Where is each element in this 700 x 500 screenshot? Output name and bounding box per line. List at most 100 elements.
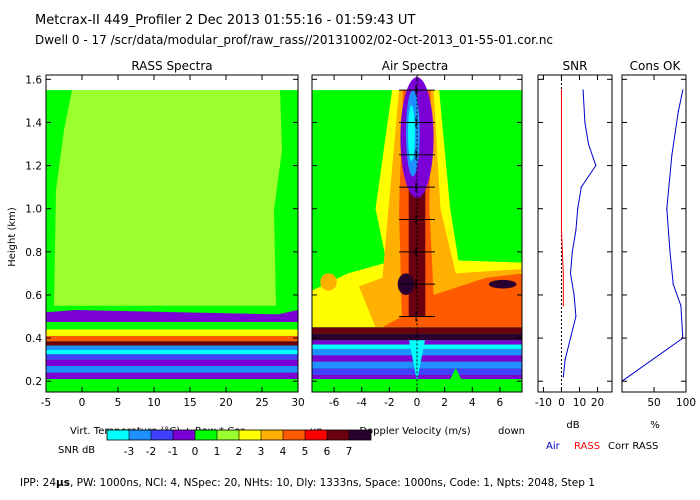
cons-x-axis-label: %	[650, 420, 660, 431]
air-spectra-title: Air Spectra	[382, 59, 449, 73]
air-xtick-label: 6	[497, 397, 504, 409]
rass-xtick-label: 15	[183, 397, 196, 409]
snr-point	[580, 186, 582, 188]
rass-contour-band	[46, 354, 298, 360]
colorbar-tick-label: -2	[146, 446, 156, 458]
y-axis-label: Height (km)	[7, 207, 18, 267]
snr-point	[577, 208, 579, 210]
colorbar-swatch	[283, 430, 305, 440]
rass-xtick-label: 20	[219, 397, 232, 409]
snr-point	[584, 121, 586, 124]
snr-point	[562, 376, 564, 378]
colorbar-swatch	[261, 430, 283, 440]
rass-xtick-label: 10	[147, 397, 160, 409]
air-contour-band	[312, 327, 522, 334]
colorbar-swatch	[151, 430, 173, 440]
snr-series-1	[561, 90, 564, 306]
snr-frame	[537, 74, 613, 393]
rass-xtick-label: -5	[41, 397, 51, 409]
colorbar-swatch	[349, 430, 371, 440]
colorbar-tick-label: -3	[124, 446, 134, 458]
snr-point	[560, 143, 563, 145]
rass-contour-band	[46, 341, 298, 346]
air-contour-orange	[358, 90, 522, 328]
rass-contour-band	[46, 349, 298, 355]
snr-xtick-label: 20	[591, 397, 604, 409]
colorbar-tick-label: 0	[192, 446, 199, 458]
y-tick-label: 0.6	[25, 290, 42, 302]
rass-spectra-title: RASS Spectra	[131, 59, 212, 73]
cons-xtick-label: 100	[676, 397, 696, 409]
colorbar-tick-label: 4	[280, 446, 287, 458]
air-contour-green-spike	[450, 368, 462, 380]
colorbar-label: SNR dB	[58, 445, 95, 456]
rass-xtick-label: 25	[255, 397, 268, 409]
snr-panel: -10 0 10 20	[535, 74, 613, 409]
snr-point	[562, 272, 564, 274]
cons-series-0	[621, 89, 684, 382]
air-contour-cyan	[408, 105, 415, 162]
snr-point	[560, 229, 563, 231]
cons-point	[666, 208, 668, 210]
air-xtick-label: 2	[441, 397, 448, 409]
colorbar-tick-label: 2	[236, 446, 243, 458]
snr-point	[569, 337, 572, 339]
rass-contour-band	[46, 379, 298, 383]
rass-contour-band	[46, 329, 298, 336]
air-x-down-label: down	[498, 426, 525, 437]
snr-point	[562, 305, 564, 307]
rass-contour-2	[46, 310, 298, 323]
colorbar-tick-label: 5	[302, 446, 309, 458]
y-tick-label: 0.8	[25, 247, 42, 259]
y-tick-label: 1.0	[25, 204, 42, 216]
cons-point	[682, 89, 684, 91]
cons-point	[669, 251, 671, 253]
cons-point	[671, 154, 673, 156]
header-line2: Dwell 0 - 17 /scr/data/modular_prof/raw_…	[35, 33, 553, 47]
snr-point	[573, 294, 575, 296]
rass-contour-band	[46, 359, 298, 367]
legend-air: Air	[546, 441, 561, 452]
y-tick-label: 1.6	[25, 74, 42, 86]
snr-x-axis-label: dB	[566, 420, 579, 431]
colorbar-tick-label: 1	[214, 446, 221, 458]
colorbar-tick-label: 7	[346, 446, 353, 458]
cons-ok-title: Cons OK	[630, 59, 682, 73]
snr-colorbar: -3 -2 -1 0 1 2 3 4 5 6 7	[106, 429, 372, 458]
colorbar-swatch	[217, 430, 239, 440]
rass-contour-band	[46, 366, 298, 373]
rass-xtick-label: 0	[79, 397, 86, 409]
snr-point	[582, 89, 584, 91]
air-xtick-label: -4	[356, 397, 367, 409]
snr-xtick-label: 10	[573, 397, 586, 409]
snr-point	[595, 164, 597, 167]
snr-series-0	[562, 90, 597, 377]
colorbar-tick-label: -1	[168, 446, 178, 458]
cons-ok-panel: 50 100	[621, 74, 696, 409]
y-tick-label: 1.4	[25, 117, 42, 129]
air-contour-blob-left	[320, 273, 337, 291]
snr-xtick-label: -10	[535, 397, 552, 409]
cons-point	[672, 283, 674, 285]
cons-point	[680, 305, 682, 307]
rass-contour-band	[46, 321, 298, 330]
rass-frame	[45, 74, 299, 393]
snr-point	[564, 359, 566, 361]
y-tick-label: 1.2	[25, 161, 42, 173]
rass-contour-1	[54, 90, 282, 306]
air-x-axis-label: Doppler Velocity (m/s)	[359, 426, 470, 437]
colorbar-swatch	[173, 430, 195, 440]
snr-point	[575, 229, 577, 231]
rass-contour-band	[46, 345, 298, 350]
colorbar-swatch	[107, 430, 129, 440]
colorbar-swatch	[195, 430, 217, 440]
rass-contour-band	[46, 335, 298, 342]
legend-rass: RASS	[574, 441, 600, 452]
rass-contour-band	[46, 372, 298, 380]
colorbar-tick-label: 3	[258, 446, 265, 458]
rass-xtick-label: 30	[291, 397, 304, 409]
footer-params: IPP: 24μs, PW: 1000ns, NCI: 4, NSpec: 20…	[20, 477, 595, 489]
air-spectra-panel: -6 -4 -2 0 2 4 6	[311, 74, 523, 409]
snr-point	[587, 143, 590, 145]
